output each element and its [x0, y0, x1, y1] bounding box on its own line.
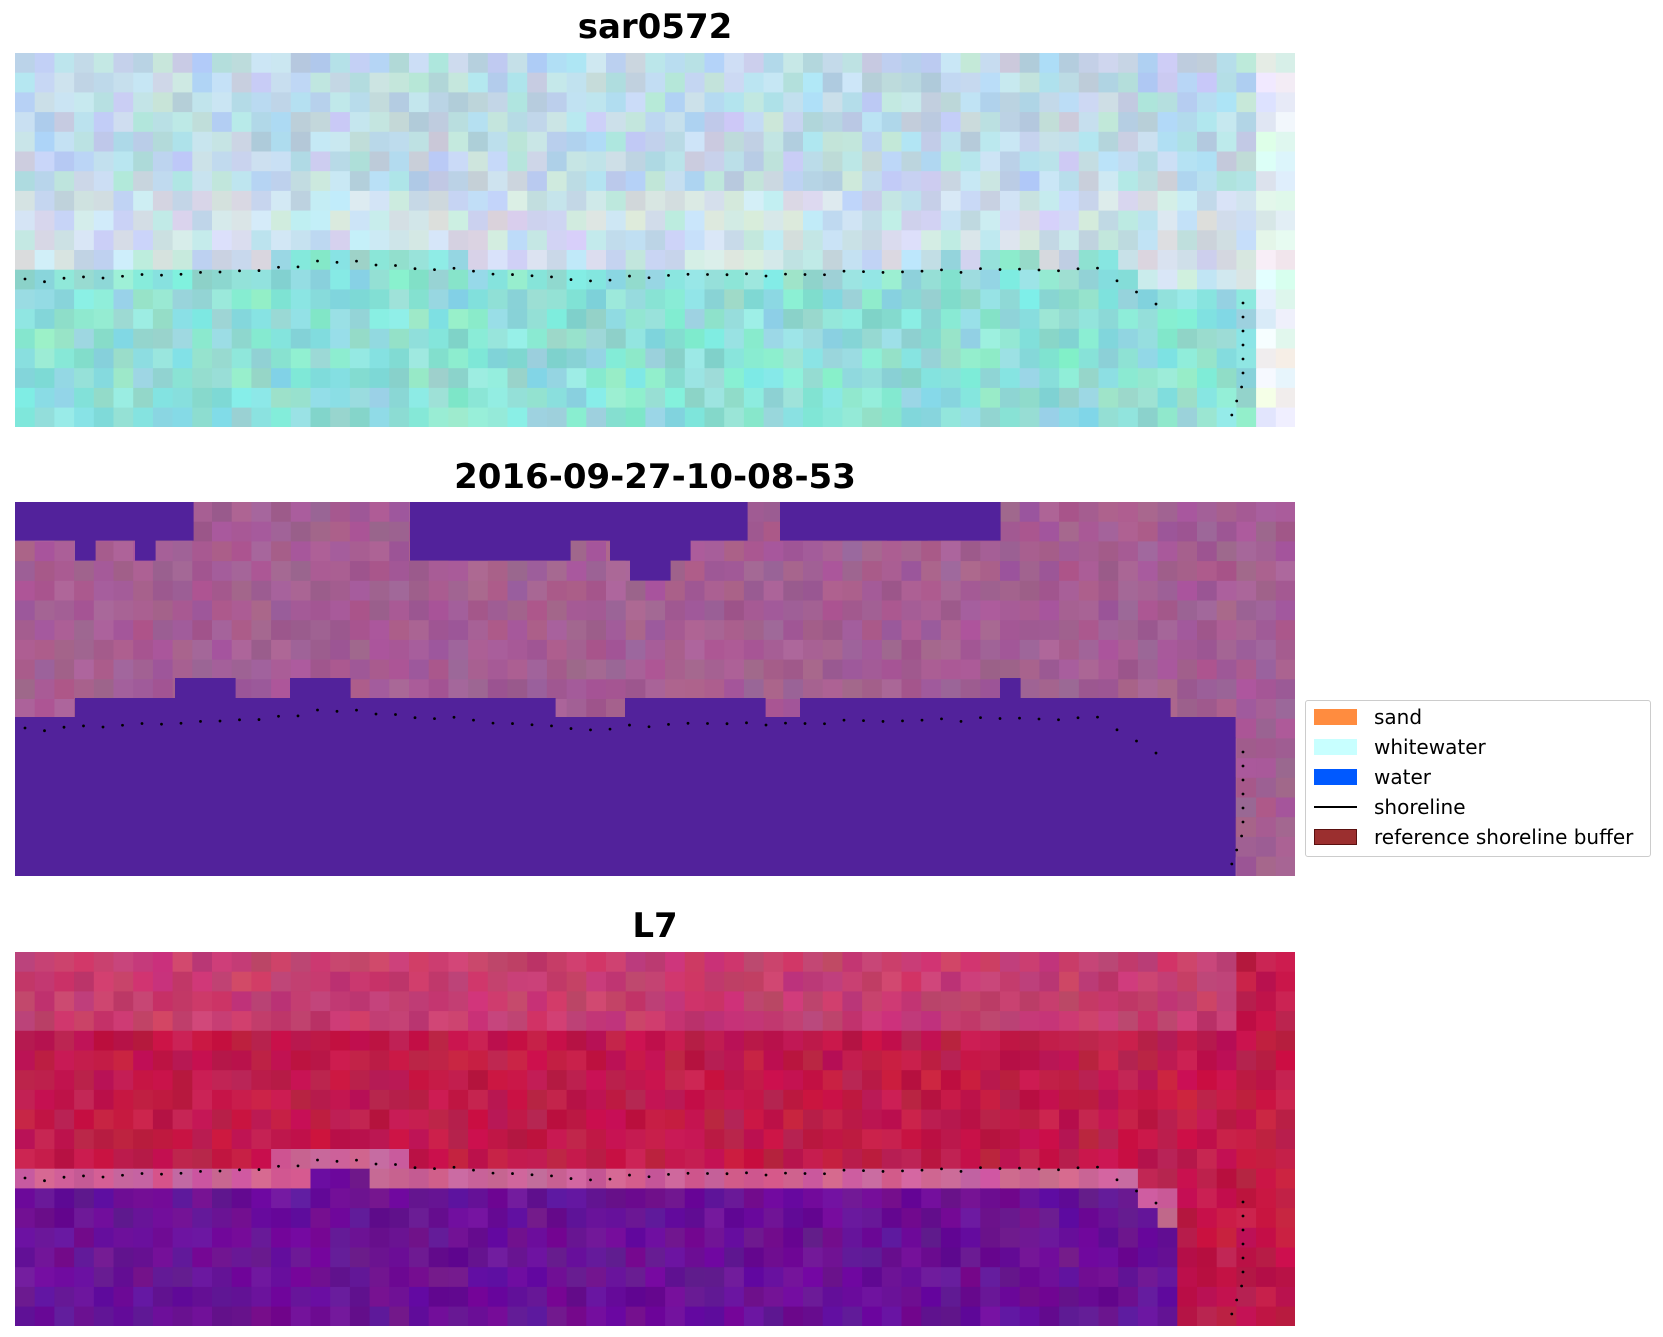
legend-label-sand: sand	[1374, 705, 1423, 729]
legend-item-reference-buffer: reference shoreline buffer	[1314, 823, 1633, 851]
image-panel-false-color	[15, 952, 1295, 1326]
legend-label-water: water	[1374, 765, 1431, 789]
panel-title-1: sar0572	[577, 7, 733, 47]
water-swatch	[1314, 769, 1357, 785]
shoreline-line-swatch	[1314, 806, 1357, 808]
whitewater-swatch	[1314, 739, 1357, 755]
legend-label-reference-buffer: reference shoreline buffer	[1374, 825, 1634, 849]
image-panel-classified	[15, 502, 1295, 876]
image-panel-rgb	[15, 53, 1295, 427]
false-color-image	[15, 952, 1295, 1326]
legend-label-shoreline: shoreline	[1374, 795, 1466, 819]
legend-item-sand: sand	[1314, 703, 1422, 731]
legend-item-water: water	[1314, 763, 1431, 791]
rgb-image	[15, 53, 1295, 427]
legend-item-shoreline: shoreline	[1314, 793, 1466, 821]
panel-title-2: 2016-09-27-10-08-53	[454, 457, 856, 497]
reference-buffer-swatch	[1314, 829, 1357, 845]
sand-swatch	[1314, 709, 1357, 725]
legend-item-whitewater: whitewater	[1314, 733, 1486, 761]
legend: sand whitewater water shoreline referenc…	[1305, 700, 1651, 857]
legend-label-whitewater: whitewater	[1374, 735, 1486, 759]
classified-image	[15, 502, 1295, 876]
panel-title-3: L7	[632, 906, 678, 946]
